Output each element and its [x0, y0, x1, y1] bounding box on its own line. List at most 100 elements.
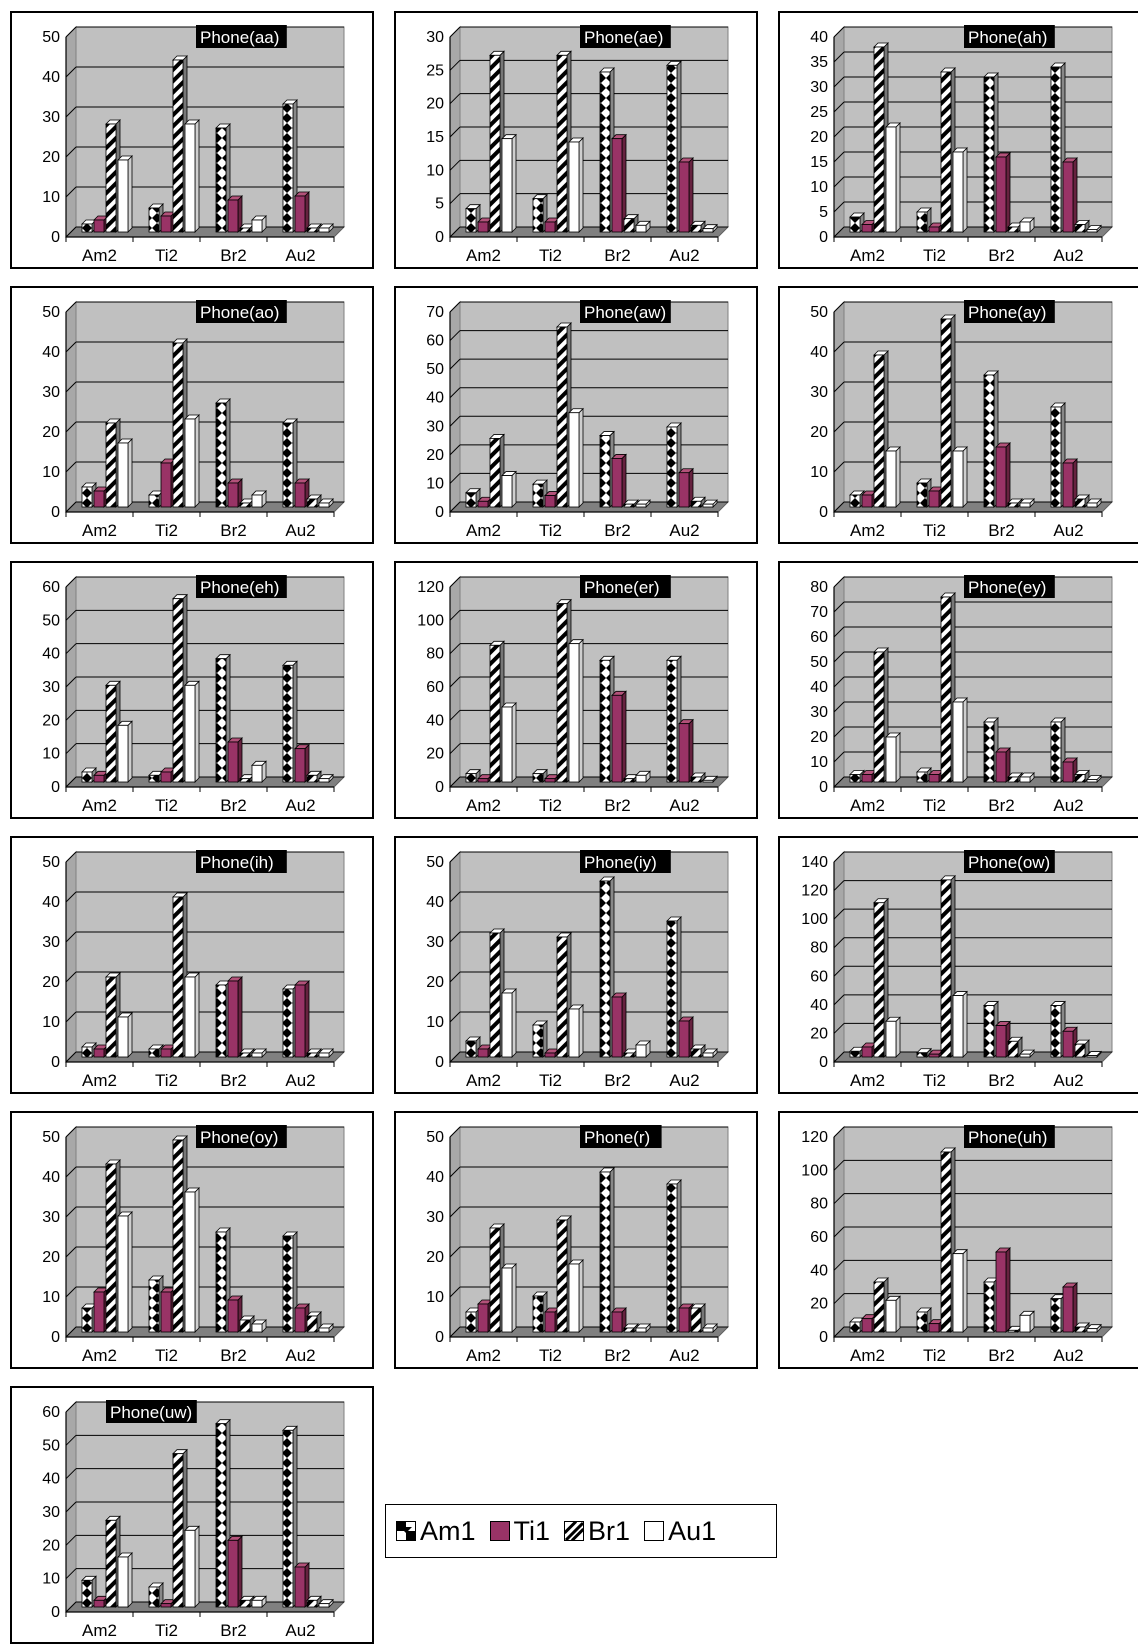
- y-tick-label: 30: [42, 1209, 60, 1226]
- x-tick-label: Am2: [466, 521, 501, 540]
- bar-am1: [916, 1047, 932, 1058]
- y-tick-label: 50: [810, 654, 828, 671]
- y-tick-label: 80: [810, 1196, 828, 1213]
- bar-au1: [501, 988, 517, 1058]
- x-tick-label: Ti2: [155, 521, 178, 540]
- bar-au1: [702, 775, 718, 783]
- legend-label: Am1: [420, 1515, 476, 1546]
- chart-panel: 0 10 20 30 40 50 Am2 Ti2 Br2 Au2 Phone(aa): [10, 11, 374, 269]
- x-tick-label: Ti2: [923, 246, 946, 265]
- y-tick-label: 10: [42, 189, 60, 206]
- x-tick-label: Ti2: [155, 1346, 178, 1365]
- bar-chart: 0 20 40 60 80 100 120 Am2 Ti2 Br2 Au2 Phone(uh): [801, 1125, 1114, 1365]
- bar-au1: [635, 770, 651, 783]
- x-tick-label: Br2: [220, 246, 246, 265]
- chart-panel: 0 20 40 60 80 100 120 Am2 Ti2 Br2 Au2 Phone(uh): [778, 1111, 1138, 1369]
- svg-text:Phone(aa): Phone(aa): [200, 28, 279, 47]
- bar-chart: 0 10 20 30 40 50 Am2 Ti2 Br2 Au2 Phone(iy): [426, 850, 730, 1090]
- y-tick-label: 50: [426, 361, 444, 378]
- y-tick-label: 40: [426, 1169, 444, 1186]
- chart-panel: 0 20 40 60 80 100 120 140 Am2 Ti2 Br2 Au2 Phone(ow): [778, 836, 1138, 1094]
- svg-text:Phone(r): Phone(r): [584, 1128, 650, 1147]
- y-tick-label: 25: [810, 104, 828, 121]
- y-tick-label: 0: [819, 504, 828, 521]
- y-tick-label: 20: [42, 712, 60, 729]
- bar-au1: [568, 1259, 584, 1333]
- x-tick-label: Ti2: [923, 521, 946, 540]
- y-tick-label: 30: [42, 934, 60, 951]
- x-tick-label: Br2: [220, 1621, 246, 1640]
- y-tick-label: 25: [426, 62, 444, 79]
- y-tick-label: 80: [426, 646, 444, 663]
- y-tick-label: 20: [426, 746, 444, 763]
- y-tick-label: 20: [42, 149, 60, 166]
- svg-text:Phone(ah): Phone(ah): [968, 28, 1047, 47]
- x-tick-label: Br2: [220, 1071, 246, 1090]
- y-tick-label: 30: [426, 418, 444, 435]
- y-tick-label: 0: [435, 229, 444, 246]
- bar-br1: [1074, 1039, 1090, 1058]
- y-tick-label: 40: [42, 646, 60, 663]
- x-tick-label: Au2: [669, 1071, 699, 1090]
- x-tick-label: Am2: [82, 1071, 117, 1090]
- bar-ti1: [995, 1247, 1011, 1333]
- bar-au1: [702, 223, 718, 233]
- x-tick-label: Ti2: [539, 1071, 562, 1090]
- bar-au1: [885, 446, 901, 508]
- bar-au1: [251, 1048, 267, 1058]
- bar-au1: [1086, 774, 1102, 783]
- y-tick-label: 30: [426, 29, 444, 46]
- bar-au1: [635, 499, 651, 508]
- x-tick-label: Br2: [988, 796, 1014, 815]
- x-tick-label: Br2: [220, 521, 246, 540]
- bar-au1: [117, 720, 133, 783]
- y-tick-label: 40: [426, 712, 444, 729]
- bar-au1: [702, 1323, 718, 1333]
- bar-ti1: [611, 133, 627, 233]
- chart-legend: Am1 Ti1 Br1 Au1: [385, 1504, 777, 1558]
- x-tick-label: Br2: [988, 521, 1014, 540]
- bar-au1: [885, 122, 901, 233]
- chart-title: Phone(er): [580, 575, 671, 598]
- bar-br1: [1074, 219, 1090, 233]
- legend-item-ti1: Ti1: [489, 1516, 550, 1547]
- y-tick-label: 50: [42, 854, 60, 871]
- y-tick-label: 10: [810, 754, 828, 771]
- bar-ti1: [1062, 1282, 1078, 1333]
- chart-panel: 0 20 40 60 80 100 120 Am2 Ti2 Br2 Au2 Phone(er): [394, 561, 758, 819]
- y-tick-label: 10: [426, 475, 444, 492]
- chart-title: Phone(aw): [580, 300, 671, 323]
- bar-au1: [184, 1525, 200, 1608]
- x-tick-label: Ti2: [155, 1621, 178, 1640]
- y-tick-label: 40: [42, 1169, 60, 1186]
- svg-text:Phone(oy): Phone(oy): [200, 1128, 278, 1147]
- y-tick-label: 40: [42, 69, 60, 86]
- y-tick-label: 30: [810, 704, 828, 721]
- bar-au1: [568, 407, 584, 508]
- bar-chart: 0 10 20 30 40 50 Am2 Ti2 Br2 Au2 Phone(aa): [42, 25, 346, 265]
- y-tick-label: 60: [426, 679, 444, 696]
- y-tick-label: 10: [810, 464, 828, 481]
- bar-ti1: [294, 1562, 310, 1608]
- x-tick-label: Au2: [285, 1621, 315, 1640]
- y-tick-label: 0: [819, 779, 828, 796]
- y-tick-label: 15: [810, 154, 828, 171]
- y-tick-label: 10: [42, 1014, 60, 1031]
- x-tick-label: Au2: [285, 796, 315, 815]
- bar-br1: [306, 1048, 322, 1058]
- bar-au1: [184, 1187, 200, 1333]
- bar-ti1: [227, 195, 243, 233]
- y-tick-label: 30: [426, 934, 444, 951]
- y-tick-label: 0: [51, 229, 60, 246]
- bar-am1: [666, 1179, 682, 1333]
- y-tick-label: 40: [810, 344, 828, 361]
- bar-au1: [702, 1048, 718, 1058]
- x-tick-label: Am2: [82, 1346, 117, 1365]
- y-tick-label: 100: [801, 1162, 828, 1179]
- y-tick-label: 20: [42, 1249, 60, 1266]
- bar-au1: [568, 137, 584, 233]
- svg-text:Phone(uh): Phone(uh): [968, 1128, 1047, 1147]
- x-tick-label: Ti2: [539, 796, 562, 815]
- y-tick-label: 50: [42, 29, 60, 46]
- y-tick-label: 20: [810, 1025, 828, 1042]
